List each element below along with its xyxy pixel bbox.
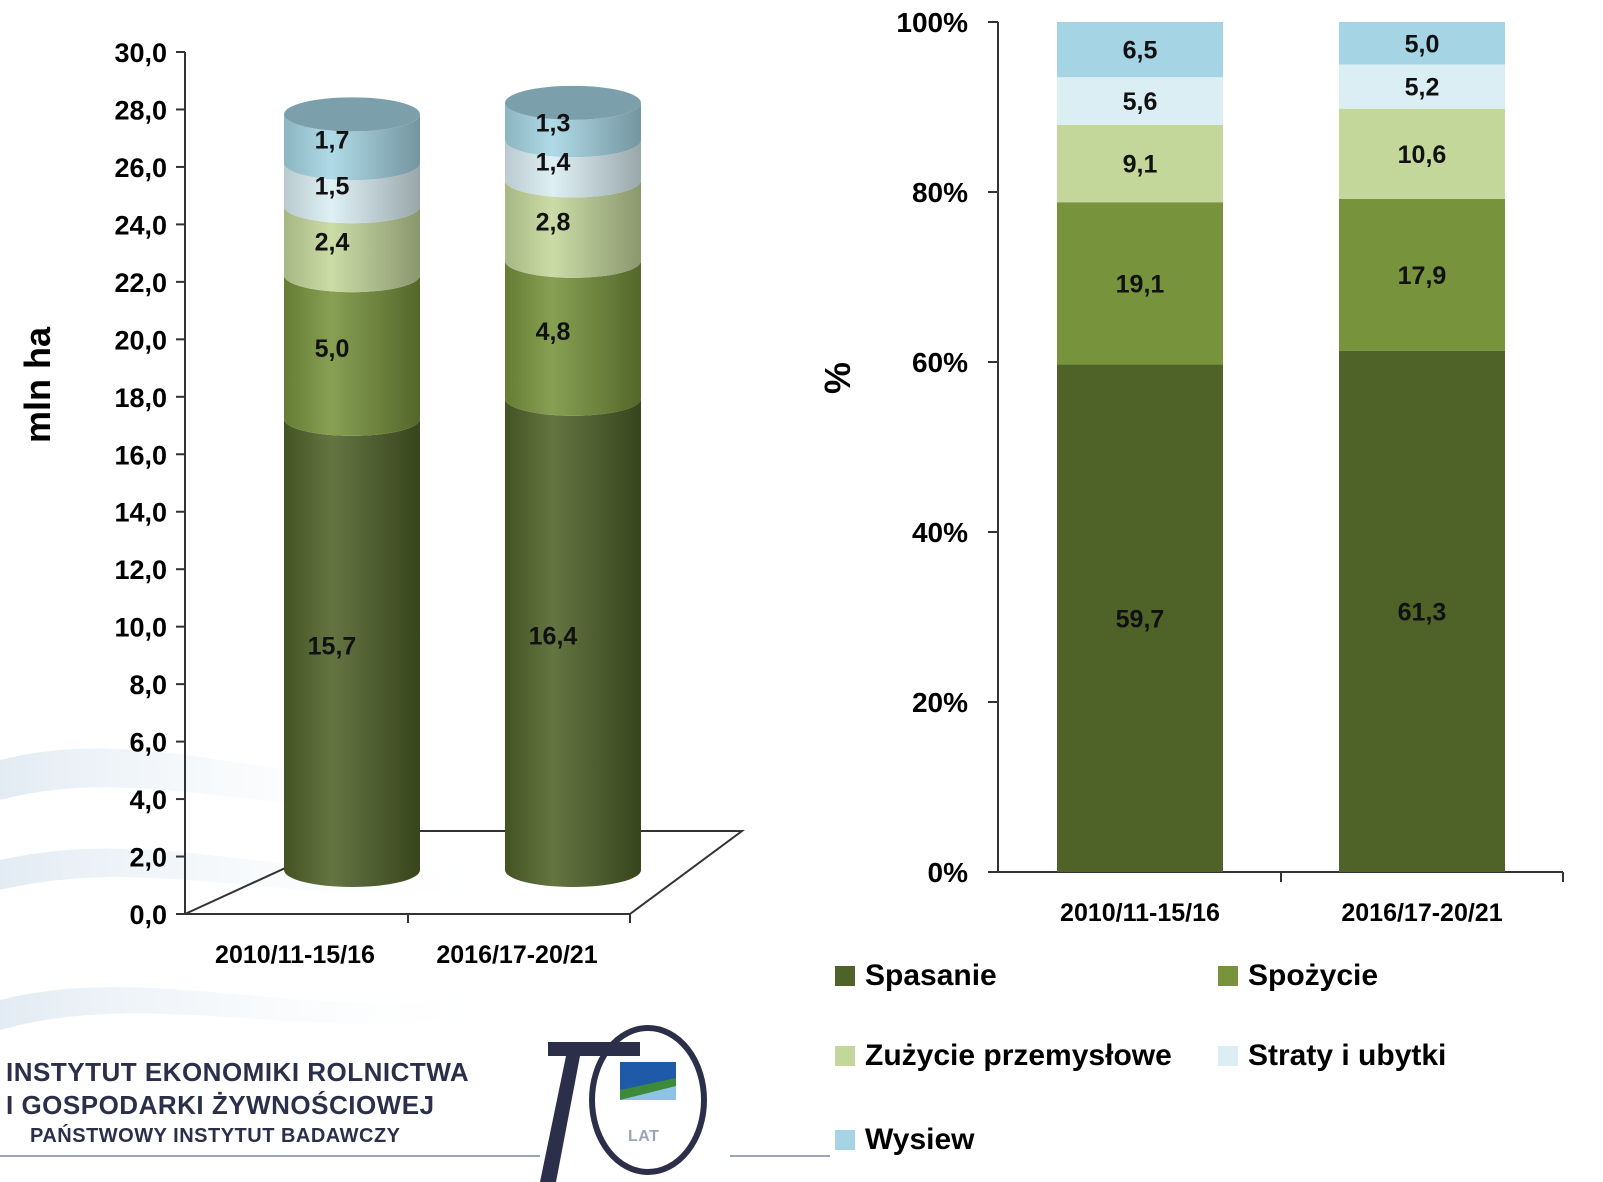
bar-segment — [284, 206, 420, 293]
institute-name-line2: I GOSPODARKI ŻYWNOŚCIOWEJ — [6, 1090, 435, 1120]
legend-item-spasanie: Spasanie — [835, 959, 997, 993]
bar-segment — [1057, 124, 1223, 203]
legend-swatch — [1218, 966, 1238, 986]
logo-emblem — [0, 1025, 830, 1182]
y-tick-label: 30,0 — [114, 38, 167, 68]
institute-subtitle: PAŃSTWOWY INSTYTUT BADAWCZY — [30, 1125, 401, 1147]
data-label: 5,0 — [1405, 30, 1440, 58]
y-tick-label: 60% — [912, 347, 968, 378]
data-label: 15,7 — [308, 632, 357, 660]
legend-swatch — [835, 966, 855, 986]
y-tick-label: 26,0 — [114, 153, 167, 183]
y-tick-label: 24,0 — [114, 210, 167, 240]
y-tick-label: 100% — [896, 7, 968, 38]
x-tick-label: 2016/17-20/21 — [436, 941, 597, 969]
y-tick-label: 14,0 — [114, 498, 167, 528]
stacked-bar: 61,3 17,9 10,6 5,2 5,0 — [1339, 22, 1505, 872]
data-label: 6,5 — [1123, 37, 1158, 65]
y-tick-label: 80% — [912, 177, 968, 208]
data-label: 1,4 — [536, 148, 571, 176]
institute-name-line1: INSTYTUT EKONOMIKI ROLNICTWA — [6, 1057, 470, 1087]
y-tick-label: 0% — [928, 857, 969, 888]
legend-label: Spożycie — [1248, 959, 1379, 992]
bar-segment — [505, 398, 641, 887]
data-label: 61,3 — [1398, 598, 1447, 626]
data-label: 16,4 — [529, 622, 578, 650]
x-tick-label: 2010/11-15/16 — [215, 941, 375, 969]
y-tick-label: 2,0 — [129, 843, 167, 873]
legend-item-wysiew: Wysiew — [835, 1123, 975, 1157]
legend-item-spozycie: Spożycie — [1218, 959, 1378, 993]
data-label: 10,6 — [1398, 141, 1447, 169]
data-label: 59,7 — [1116, 605, 1165, 633]
y-tick-label: 20,0 — [114, 325, 167, 355]
y-tick-label: 16,0 — [114, 440, 167, 470]
y-tick-label: 18,0 — [114, 383, 167, 413]
y-axis-label: % — [817, 362, 858, 394]
data-label: 5,0 — [315, 335, 350, 363]
x-tick-label: 2016/17-20/21 — [1341, 899, 1502, 927]
legend-item-straty-i-ubytki: Straty i ubytki — [1218, 1039, 1446, 1073]
bar-segment — [284, 275, 420, 436]
data-label: 2,8 — [536, 209, 571, 237]
legend-label: Spasanie — [865, 959, 997, 992]
bar-segment — [505, 260, 641, 416]
y-tick-label: 20% — [912, 687, 968, 718]
bar-segment — [1339, 350, 1505, 872]
legend-label: Zużycie przemysłowe — [865, 1039, 1172, 1072]
bar-segment — [284, 114, 420, 181]
bar-segment — [1339, 108, 1505, 199]
cylinder-bar: 15,7 5,0 2,4 1,5 1,7 — [284, 97, 420, 887]
legend-swatch — [1218, 1046, 1238, 1066]
legend-label: Straty i ubytki — [1248, 1039, 1447, 1072]
y-axis-label: mln ha — [17, 326, 58, 443]
bar-segment — [1057, 77, 1223, 125]
y-tick-label: 10,0 — [114, 613, 167, 643]
y-tick-label: 12,0 — [114, 555, 167, 585]
stacked-bar: 59,7 19,1 9,1 5,6 6,5 — [1057, 22, 1223, 872]
y-tick-label: 6,0 — [129, 728, 167, 758]
data-label: 2,4 — [315, 229, 350, 257]
bar-segment — [1339, 198, 1505, 351]
data-label: 19,1 — [1116, 270, 1165, 298]
x-tick-label: 2010/11-15/16 — [1060, 899, 1220, 927]
bar-segment — [284, 418, 420, 887]
emblem-text: LAT — [628, 1128, 660, 1145]
chart-absolute: 0,0 2,0 4,0 6,0 8,0 10,0 12,0 14,0 16,0 18,0 20,0 2… — [17, 38, 746, 969]
bar-segment — [1057, 22, 1223, 78]
legend-swatch — [835, 1130, 855, 1150]
bar-segment — [1339, 64, 1505, 109]
background-swoosh — [0, 748, 520, 1030]
y-tick-label: 0,0 — [129, 900, 167, 930]
bar-segment — [1057, 202, 1223, 365]
data-label: 1,5 — [315, 173, 350, 201]
bar-segment — [1339, 22, 1505, 65]
bar-segment — [505, 102, 641, 158]
y-tick-label: 22,0 — [114, 268, 167, 298]
chart-percent: 0% 20% 40% 60% 80% 100%% 2010/11-15/16 59,7 19,1… — [817, 7, 1564, 927]
y-tick-label: 4,0 — [129, 785, 167, 815]
y-tick-label: 28,0 — [114, 95, 167, 125]
cylinder-top — [284, 97, 420, 132]
cylinder-top — [505, 85, 641, 120]
data-label: 1,7 — [315, 127, 350, 155]
bar-segment — [505, 140, 641, 198]
legend-item-zuzycie-przemyslowe: Zużycie przemysłowe — [835, 1039, 1172, 1073]
data-label: 1,3 — [536, 109, 571, 137]
bar-segment — [284, 163, 420, 224]
bar-segment — [1057, 364, 1223, 872]
cylinder-bar: 16,4 4,8 2,8 1,4 1,3 — [505, 85, 641, 887]
data-label: 9,1 — [1123, 151, 1158, 179]
legend-swatch — [835, 1046, 855, 1066]
data-label: 4,8 — [536, 318, 571, 346]
bar-segment — [505, 180, 641, 278]
data-label: 5,6 — [1123, 88, 1158, 116]
y-tick-label: 40% — [912, 517, 968, 548]
data-label: 17,9 — [1398, 262, 1447, 290]
legend-label: Wysiew — [865, 1123, 975, 1156]
y-tick-label: 8,0 — [129, 670, 167, 700]
data-label: 5,2 — [1405, 74, 1440, 102]
